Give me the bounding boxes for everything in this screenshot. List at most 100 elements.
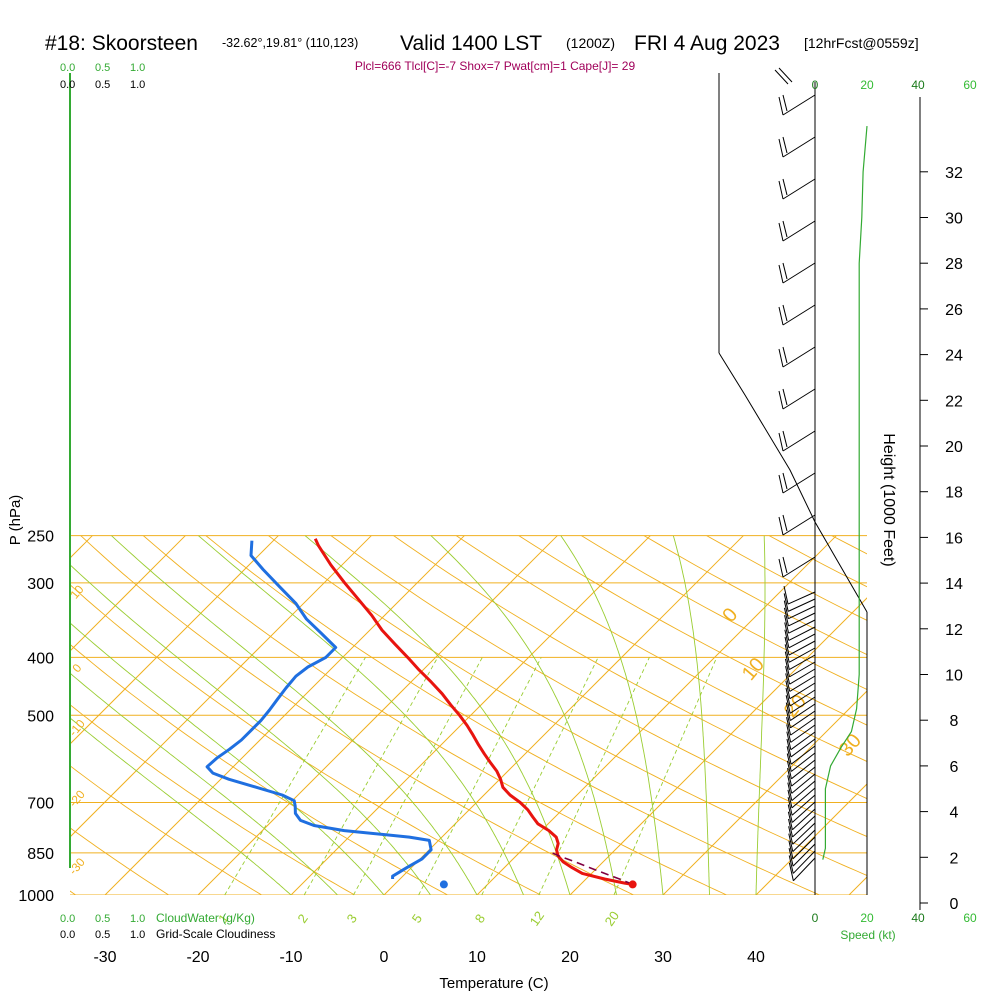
zulu-time: (1200Z) <box>566 35 615 51</box>
barb-staff <box>789 654 816 671</box>
dry-adiabat <box>330 535 867 838</box>
barb-flag <box>782 346 788 364</box>
barb-flag <box>782 304 788 322</box>
barb-staff <box>790 703 816 721</box>
barb-staff <box>791 780 816 802</box>
barb-staff <box>782 388 816 410</box>
wind-barb <box>783 585 816 605</box>
height-tick: 30 <box>945 211 963 228</box>
wind-barb <box>783 607 816 627</box>
barb-staff <box>791 766 816 787</box>
dewpoint-trace <box>205 540 433 879</box>
barb-staff <box>790 745 816 765</box>
dry-adiabat <box>70 827 169 895</box>
wind-barb <box>786 759 816 780</box>
mixing-ratio-label: 2 <box>294 911 310 926</box>
dry-adiabat <box>70 643 448 895</box>
barb-flag <box>784 636 790 656</box>
barb-flag <box>786 760 792 779</box>
pressure-tick-250: 250 <box>27 529 54 546</box>
temperature-surface-marker <box>628 880 637 889</box>
wind-barb <box>787 780 816 802</box>
header: #18: Skoorsteen -32.62°,19.81° (110,123)… <box>45 32 919 73</box>
wind-barb <box>778 388 816 410</box>
barb-staff <box>788 633 816 649</box>
barb-staff <box>792 850 816 874</box>
speed-bottom-40: 40 <box>911 911 925 925</box>
barb-staff <box>790 717 816 736</box>
dry-adiabat <box>143 535 727 895</box>
wind-barb <box>784 622 816 641</box>
barb-staff <box>789 661 816 678</box>
mixing-ratio-label: 20 <box>602 908 623 928</box>
barb-staff <box>791 794 816 816</box>
dewpoint-surface-marker <box>439 880 448 889</box>
scale-top-green-1: 0.5 <box>95 62 110 74</box>
isotherm-line <box>662 690 867 895</box>
moist-adiabat <box>198 535 524 895</box>
barb-staff <box>790 752 816 772</box>
barb-flag <box>784 644 790 663</box>
mixing-ratio-line <box>224 657 366 896</box>
moist-adiabat <box>70 717 292 895</box>
temp-tick: 0 <box>380 949 389 966</box>
plot-edge-diagonal <box>718 352 868 613</box>
scale-top-green-0: 0.0 <box>60 62 75 74</box>
wind-barb <box>788 815 816 838</box>
temp-tick: 20 <box>561 949 579 966</box>
barb-flag <box>785 702 791 721</box>
temp-tick: -10 <box>279 949 302 966</box>
barb-staff <box>788 619 816 634</box>
wind-barb <box>786 724 816 743</box>
barb-flag <box>778 348 784 368</box>
speed-top-40: 40 <box>911 78 925 92</box>
barb-flag <box>782 262 788 280</box>
barb-flag <box>778 516 784 536</box>
dry-adiabat <box>80 535 634 895</box>
speed-axis-label: Speed (kt) <box>840 928 895 942</box>
wind-barb <box>788 836 816 860</box>
mixing-ratio-line <box>353 657 483 896</box>
barb-staff <box>782 262 816 284</box>
station-coords: -32.62°,19.81° (110,123) <box>222 36 358 50</box>
barb-flag <box>784 615 790 634</box>
barb-flag <box>786 746 792 765</box>
height-tick: 10 <box>945 668 963 685</box>
barb-staff <box>788 647 816 663</box>
height-tick: 32 <box>945 165 963 182</box>
barb-staff <box>791 759 816 780</box>
wind-barb <box>787 808 816 831</box>
barb-flag <box>785 687 791 707</box>
wind-barb <box>784 658 816 678</box>
barb-flag <box>787 789 793 809</box>
barb-flag <box>782 472 788 490</box>
wind-barb <box>785 687 816 707</box>
moist-adiabat <box>430 535 617 895</box>
temp-tick: -30 <box>93 949 116 966</box>
scale-top-green-2: 1.0 <box>130 62 145 74</box>
wind-barb <box>778 136 816 158</box>
mixing-ratio-line <box>481 657 599 896</box>
temp-tick: -20 <box>186 949 209 966</box>
barb-flag <box>783 600 789 619</box>
cloudiness-label: Grid-Scale Cloudiness <box>156 927 275 941</box>
scale-bottom-green-0: 0.0 <box>60 913 75 925</box>
temp-tick: 10 <box>468 949 486 966</box>
height-tick: 22 <box>945 393 963 410</box>
wind-barb <box>784 651 816 671</box>
wind-barb <box>785 695 816 714</box>
isotherm-line <box>848 876 867 895</box>
barb-staff <box>791 773 816 794</box>
moist-adiabat <box>304 535 571 895</box>
barb-staff <box>788 605 816 620</box>
moist-adiabat <box>70 672 338 895</box>
wind-barb <box>786 738 816 758</box>
wind-barb <box>786 717 816 736</box>
pressure-tick-700: 700 <box>27 796 54 813</box>
wind-barb <box>784 629 816 649</box>
mixing-ratio-label: 3 <box>344 911 360 926</box>
isotherm-line <box>476 535 837 895</box>
dry-adiabat <box>205 535 820 895</box>
forecast-info: [12hrFcst@0559z] <box>804 35 919 51</box>
